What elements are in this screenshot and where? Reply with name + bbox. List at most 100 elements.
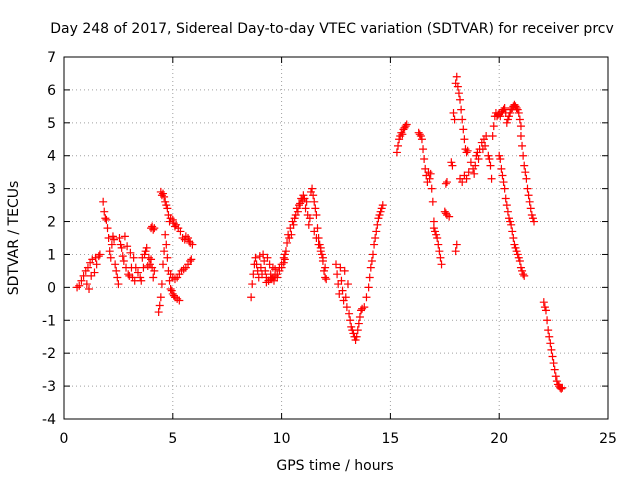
data-point (342, 303, 351, 312)
data-point (102, 215, 111, 224)
data-point (546, 339, 555, 348)
data-point (431, 227, 440, 236)
data-point (437, 260, 446, 269)
data-point (520, 161, 529, 170)
data-point (500, 184, 509, 193)
data-point (140, 250, 149, 259)
data-point (175, 296, 184, 305)
data-point (347, 322, 356, 331)
data-point (497, 164, 506, 173)
x-tick-label: 0 (60, 431, 69, 447)
data-point (456, 95, 465, 104)
data-point (83, 263, 92, 272)
data-point (309, 191, 318, 200)
data-point (346, 316, 355, 325)
data-point (332, 260, 340, 269)
data-point (372, 227, 381, 236)
data-point (166, 285, 175, 294)
data-point (503, 207, 512, 216)
data-point (105, 247, 114, 256)
data-point (521, 168, 530, 177)
data-point (311, 204, 320, 213)
data-point (550, 365, 559, 374)
y-tick-label: -2 (42, 346, 56, 362)
data-point (355, 312, 364, 321)
data-point (160, 192, 169, 201)
data-point (248, 280, 257, 289)
data-point (515, 115, 524, 124)
data-point (516, 131, 525, 140)
data-point (290, 214, 299, 223)
y-tick-label: 0 (47, 280, 56, 296)
x-tick-label: 25 (599, 431, 617, 447)
data-point (129, 253, 138, 262)
data-point (514, 253, 523, 262)
data-point (545, 332, 554, 341)
data-point (154, 308, 163, 317)
data-point (188, 240, 197, 249)
data-point (280, 255, 289, 264)
data-point (75, 281, 84, 290)
data-point (462, 174, 471, 183)
grid (64, 57, 608, 419)
data-point (312, 234, 321, 242)
data-point (341, 293, 350, 302)
data-point (149, 273, 158, 282)
data-point (401, 122, 410, 131)
data-point (79, 271, 88, 280)
data-point (163, 204, 172, 213)
data-point (161, 230, 170, 239)
data-point (126, 248, 135, 257)
data-point (352, 332, 361, 341)
data-point (115, 234, 124, 242)
data-point (501, 194, 510, 203)
y-tick-label: 4 (47, 149, 56, 165)
x-tick-label: 20 (490, 431, 508, 447)
data-point (425, 174, 434, 183)
data-point (417, 135, 426, 144)
data-point (415, 130, 424, 139)
data-point (366, 263, 375, 272)
data-point (435, 247, 444, 256)
data-point (82, 280, 91, 289)
data-point (279, 258, 288, 267)
data-point (302, 197, 311, 206)
data-point (511, 243, 520, 252)
data-point (187, 255, 196, 264)
data-point (459, 125, 468, 134)
data-point (509, 234, 518, 242)
data-point (112, 266, 121, 275)
y-tick-label: -3 (42, 379, 56, 395)
data-point (155, 301, 164, 310)
data-point (370, 240, 379, 249)
data-point (558, 383, 567, 392)
data-point (136, 273, 145, 282)
data-point (524, 191, 533, 200)
data-point (441, 179, 450, 188)
axis-ticks: 0 5 10 15 20 25 -4 -3 -2 -1 0 1 2 3 4 5 6 7 (42, 50, 617, 447)
data-point (523, 184, 532, 193)
data-point (448, 161, 457, 170)
data-point (107, 240, 116, 249)
data-point (186, 257, 195, 266)
data-point (320, 266, 329, 275)
data-point (103, 224, 112, 233)
data-point (287, 230, 296, 239)
data-point (457, 105, 466, 114)
data-point (516, 122, 525, 131)
data-point (378, 201, 387, 210)
data-point (466, 158, 475, 167)
data-point (518, 141, 527, 150)
data-point (544, 326, 553, 335)
data-point (100, 207, 109, 216)
data-point (351, 336, 360, 345)
data-point (433, 234, 442, 242)
data-point (162, 201, 171, 210)
data-point (452, 240, 461, 249)
data-point (526, 204, 535, 213)
data-point (316, 247, 325, 256)
data-point (373, 220, 382, 229)
data-point (90, 268, 99, 277)
data-point (507, 220, 516, 229)
data-point (99, 197, 108, 206)
